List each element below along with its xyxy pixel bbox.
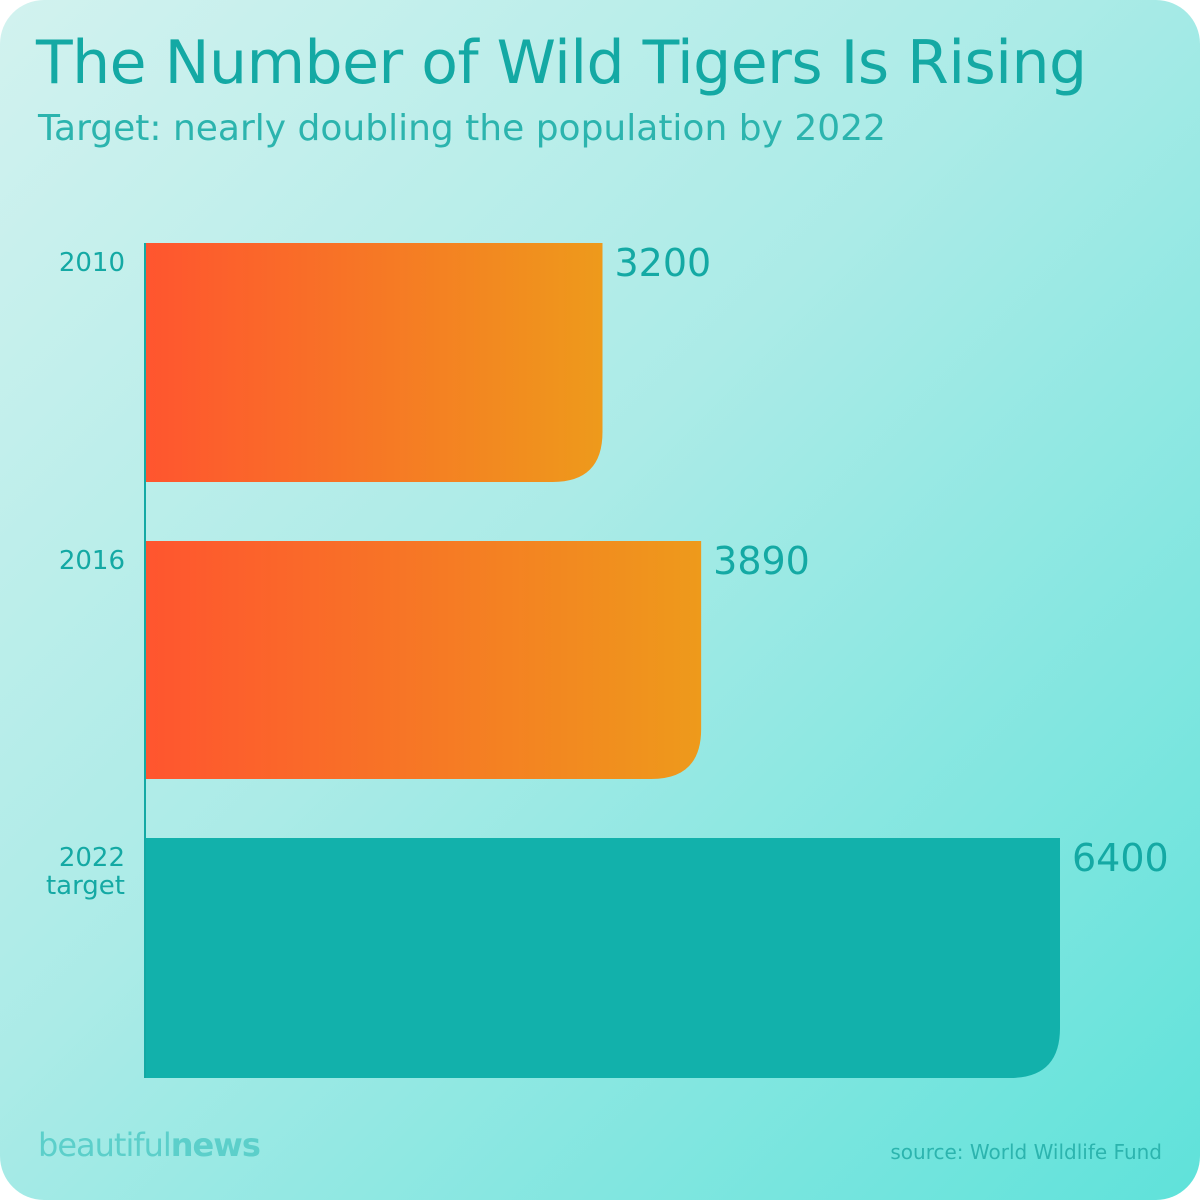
chart-title: The Number of Wild Tigers Is Rising xyxy=(36,28,1087,98)
brand-logo: beautifulnews xyxy=(38,1126,261,1164)
value-label-0: 3200 xyxy=(615,241,712,285)
brand-logo-light: beautiful xyxy=(38,1126,172,1164)
source-note: source: World Wildlife Fund xyxy=(890,1140,1162,1164)
bar-2 xyxy=(145,838,1060,1078)
bar-1 xyxy=(145,541,702,779)
value-label-2: 6400 xyxy=(1072,836,1169,880)
category-label-2-1: target xyxy=(46,871,125,901)
value-label-1: 3890 xyxy=(713,539,810,583)
category-label-1-0: 2016 xyxy=(59,546,125,576)
chart-subtitle: Target: nearly doubling the population b… xyxy=(38,108,886,149)
bar-0 xyxy=(145,243,603,482)
category-label-0-0: 2010 xyxy=(59,248,125,278)
category-label-2-0: 2022 xyxy=(59,843,125,873)
brand-logo-bold: news xyxy=(170,1126,261,1164)
